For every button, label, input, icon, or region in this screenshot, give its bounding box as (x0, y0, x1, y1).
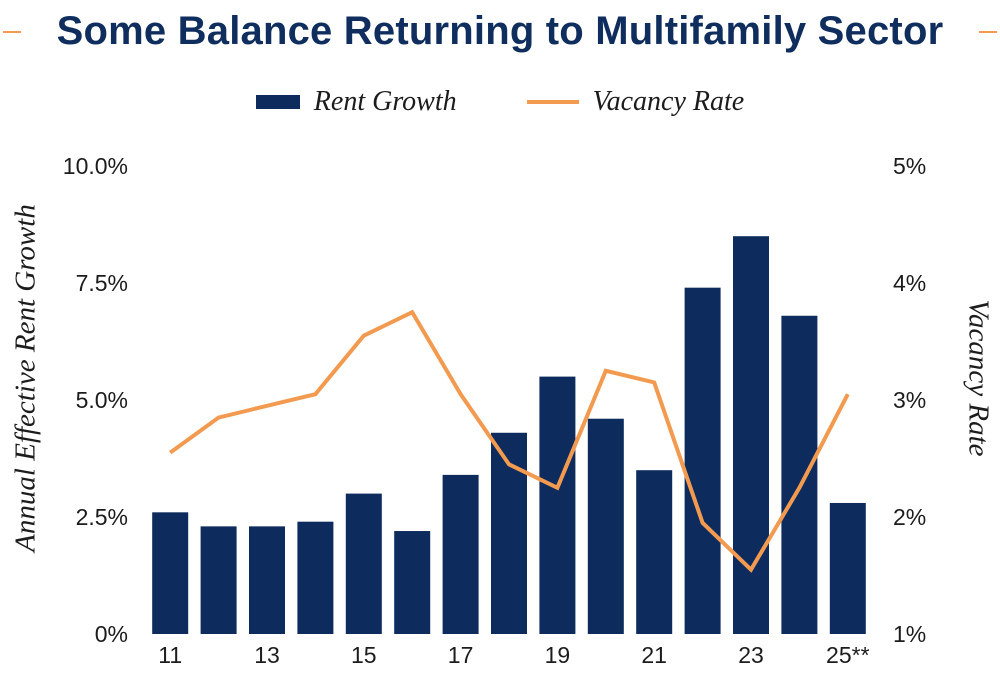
x-tick-label: 15 (351, 642, 377, 668)
title-decoration-left (3, 31, 21, 33)
y-tick-right: 4% (893, 270, 926, 296)
title-row: Some Balance Returning to Multifamily Se… (0, 0, 1000, 62)
y-tick-right: 2% (893, 504, 926, 530)
bar-rent-growth-14 (297, 521, 334, 634)
legend-label-vacancy-rate: Vacancy Rate (592, 86, 745, 117)
y-tick-left: 7.5% (76, 270, 128, 296)
x-tick-label: 21 (641, 642, 667, 668)
bar-rent-growth-11 (152, 512, 189, 634)
x-tick-label: 23 (738, 642, 764, 668)
bar-rent-growth-23 (733, 236, 769, 634)
chart-title: Some Balance Returning to Multifamily Se… (56, 8, 944, 53)
x-tick-label: 11 (158, 642, 182, 668)
legend-label-rent-growth: Rent Growth (313, 86, 457, 117)
y-tick-left: 0% (95, 621, 128, 647)
y-tick-right: 5% (893, 153, 926, 179)
legend-swatch-bar (255, 95, 300, 109)
title-decoration-right (979, 31, 997, 33)
y-tick-right: 1% (893, 621, 926, 647)
line-vacancy-rate (169, 309, 850, 573)
x-tick-label: 19 (545, 642, 571, 668)
bar-rent-growth-20 (587, 418, 624, 634)
chart-legend: Rent Growth Vacancy Rate (0, 82, 1000, 122)
bar-rent-growth-17 (442, 474, 479, 634)
x-tick-label: 25** (826, 642, 870, 668)
bar-rent-growth-22 (684, 287, 721, 634)
x-tick-label: 17 (448, 642, 474, 668)
bar-rent-growth-16 (394, 531, 431, 634)
bar-rent-growth-13 (249, 526, 285, 634)
y-tick-left: 5.0% (76, 387, 128, 413)
legend-item-rent-growth: Rent Growth (255, 86, 457, 118)
y-tick-right: 3% (893, 387, 926, 413)
bar-rent-growth-15 (345, 493, 382, 634)
bar-rent-growth-21 (636, 470, 673, 634)
legend-item-vacancy-rate: Vacancy Rate (526, 86, 745, 118)
y-tick-left: 2.5% (76, 504, 128, 530)
x-tick-label: 13 (254, 642, 280, 668)
legend-swatch-line (526, 100, 579, 104)
y-tick-left: 10.0% (63, 153, 128, 179)
bar-rent-growth-12 (200, 526, 237, 634)
bar-rent-growth-24 (781, 315, 818, 634)
bar-rent-growth-19 (539, 376, 576, 634)
bar-rent-growth-25** (829, 502, 866, 634)
